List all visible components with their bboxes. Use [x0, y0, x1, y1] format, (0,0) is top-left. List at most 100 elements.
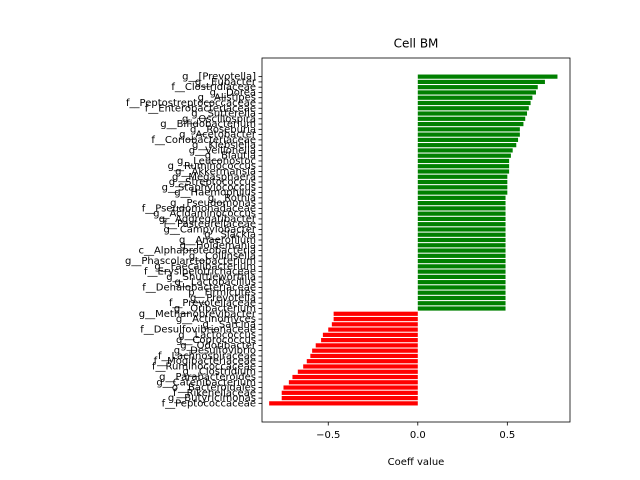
y-tick-label: g__Pseudomonas — [170, 198, 256, 209]
bar — [417, 111, 528, 116]
y-tick-label: g__Megasphaera — [172, 172, 256, 183]
bar — [292, 374, 418, 380]
bar — [328, 327, 418, 332]
bar — [417, 74, 558, 79]
bar — [417, 269, 506, 274]
bar — [417, 274, 506, 279]
y-tick-label: g__Campylobacter — [163, 224, 256, 235]
bar — [417, 158, 510, 164]
y-tick-label: f__Lachnospiraceae — [158, 351, 256, 362]
y-tick-label: f__Erysipelotrichaceae — [144, 267, 256, 278]
y-tick-label: g__Shuttleworthia — [166, 272, 256, 283]
y-tick-label: g__Eubacter — [195, 77, 257, 88]
bar — [331, 322, 418, 327]
bar — [417, 164, 510, 169]
bar — [281, 395, 418, 401]
bar — [281, 390, 418, 395]
bar — [283, 385, 418, 390]
y-tick-label: g__Holdemania — [180, 240, 256, 251]
bar — [417, 169, 510, 174]
bar — [417, 285, 506, 290]
y-tick-label: g__Leuconostoc — [177, 156, 256, 167]
chart-title: Cell BM — [394, 37, 439, 51]
y-tick-label: g__Odoribacter — [180, 340, 257, 351]
y-tick-label: g__Prevotella — [190, 293, 256, 304]
y-tick-label: g__Methanobrevibacter — [139, 309, 257, 320]
y-tick-label: g__Clostridium — [183, 367, 256, 378]
y-tick-label: f__Dehalobacteriaceae — [142, 282, 256, 293]
y-tick-label: g__Acidaminococcus — [153, 209, 256, 220]
y-tick-label: p__Firmicutes — [188, 288, 256, 299]
y-tick-label: f__Mogibacteriaceae — [154, 356, 256, 367]
bar — [417, 132, 520, 137]
y-tick-label: f__Desulfovibrionaceae — [140, 325, 256, 336]
y-tick-label: g__Anaerofilum — [179, 235, 256, 246]
bar — [417, 301, 506, 306]
bar — [417, 95, 533, 100]
y-tick-label: f__Clostridiaceae — [171, 82, 256, 93]
x-tick-label: 0.5 — [499, 430, 515, 441]
y-tick-label: f__Ruminococcaceae — [152, 361, 256, 372]
bar — [322, 332, 418, 337]
y-tick-label: g__Alistipes — [198, 93, 256, 104]
bar — [417, 90, 536, 95]
axes-frame — [261, 57, 571, 423]
y-tick-label: g__Parabacteroides — [159, 372, 256, 383]
y-tick-label: g__Coprococcus — [176, 335, 256, 346]
y-tick-label: g__Ruminococcus — [168, 161, 256, 172]
x-axis-label: Coeff value — [388, 457, 445, 468]
y-tick-label: g__Acetobacter — [179, 130, 257, 141]
y-tick-label: g__Collinsella — [189, 251, 256, 262]
y-tick-label: f__Prevotellaceae — [169, 298, 256, 309]
bar — [269, 401, 418, 406]
bar — [417, 174, 508, 179]
bar — [288, 380, 418, 385]
bar — [297, 369, 418, 374]
bar — [417, 185, 508, 190]
bar — [417, 290, 506, 295]
y-tick-label: g__Sarcina — [203, 319, 256, 330]
y-tick-label: g__Rothia — [208, 193, 256, 204]
bar — [417, 206, 506, 211]
bar — [417, 280, 506, 285]
bar — [333, 311, 418, 316]
bar — [417, 121, 524, 127]
y-tick-label: g__Bifidobacterium — [160, 119, 256, 130]
y-tick-label: f__Peptococcaceae — [162, 398, 256, 409]
y-tick-label: f__Pseudomonadaceae — [142, 203, 256, 214]
y-tick-label: g__Akkermansia — [175, 166, 256, 177]
y-tick-label: g__Faecalibacterium — [154, 261, 256, 272]
y-tick-label: f__Pasteurellaceae — [163, 219, 256, 230]
bar — [417, 143, 517, 148]
bar — [417, 190, 508, 195]
bar — [417, 153, 511, 158]
y-tick-label: c__Alphaproteobacteria — [138, 246, 256, 257]
y-tick-label: f__Coriobacteriaceae — [151, 135, 256, 146]
bar — [417, 106, 529, 111]
bar — [417, 232, 506, 237]
y-tick-label: g__Klebsiella — [192, 140, 256, 151]
bar — [417, 237, 506, 243]
y-tick-label: g__Staphylococcus — [162, 182, 256, 193]
bar — [333, 316, 418, 322]
bar — [417, 100, 531, 106]
bar — [417, 127, 520, 132]
y-tick-label: f__Enterobacteriaceae — [145, 103, 256, 114]
bar — [315, 343, 418, 348]
y-tick-label: g__Lactobacillus — [175, 277, 256, 288]
y-tick-label: g__Actinomyces — [176, 314, 256, 325]
y-tick-label: g__Roseburia — [190, 124, 256, 135]
y-tick-label: g__Blautia — [205, 151, 256, 162]
y-tick-label: g__Oscillospira — [182, 114, 256, 125]
y-tick-label: g__Slackia — [204, 230, 256, 241]
bar — [310, 353, 418, 359]
y-tick-label: f__Rikenellaceae — [173, 388, 256, 399]
y-tick-label: g__Oribacterium — [174, 304, 256, 315]
y-tick-label: f__Peptostreptococcaceae — [126, 98, 256, 109]
bar — [417, 148, 513, 153]
bar — [321, 338, 418, 343]
y-tick-label: g__Streptococcus — [169, 177, 256, 188]
bar — [303, 364, 418, 369]
bar — [417, 85, 538, 90]
